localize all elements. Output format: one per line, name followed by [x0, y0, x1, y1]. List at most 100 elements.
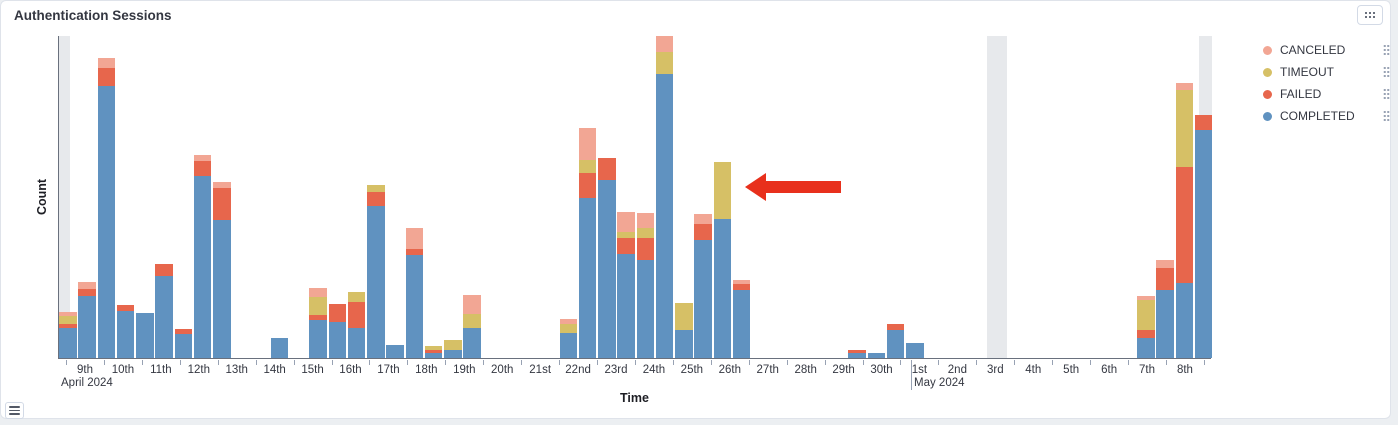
legend-item-label[interactable]: COMPLETED: [1280, 109, 1355, 123]
bar-segment-failed[interactable]: [1137, 330, 1155, 338]
bar-segment-completed[interactable]: [732, 290, 751, 358]
stacked-bar[interactable]: [578, 128, 597, 358]
stacked-bar[interactable]: [405, 228, 423, 358]
stacked-bar[interactable]: [694, 214, 712, 358]
stacked-bar[interactable]: [867, 353, 885, 358]
bar-segment-completed[interactable]: [1137, 338, 1155, 358]
grab-handle-icon[interactable]: [1383, 44, 1390, 56]
stacked-bar[interactable]: [655, 36, 674, 358]
bar-segment-failed[interactable]: [694, 224, 712, 240]
bar-segment-failed[interactable]: [309, 315, 327, 320]
bar-segment-canceled[interactable]: [193, 155, 212, 161]
bar-segment-failed[interactable]: [1194, 115, 1213, 130]
bar-segment-failed[interactable]: [598, 158, 616, 180]
stacked-bar[interactable]: [155, 264, 173, 358]
bar-segment-completed[interactable]: [116, 311, 135, 358]
bar-segment-completed[interactable]: [174, 334, 192, 358]
bar-segment-completed[interactable]: [655, 74, 674, 358]
bar-segment-timeout[interactable]: [617, 232, 635, 238]
bar-segment-completed[interactable]: [328, 322, 346, 358]
stacked-bar[interactable]: [886, 324, 905, 358]
legend-item-timeout[interactable]: TIMEOUT: [1263, 61, 1390, 83]
bar-segment-failed[interactable]: [886, 324, 905, 330]
stacked-bar[interactable]: [97, 58, 115, 358]
bar-segment-completed[interactable]: [713, 219, 731, 358]
legend-item-label[interactable]: FAILED: [1280, 87, 1322, 101]
bar-segment-canceled[interactable]: [694, 214, 712, 224]
bar-segment-timeout[interactable]: [559, 324, 577, 333]
bar-segment-failed[interactable]: [1156, 268, 1174, 290]
bar-segment-canceled[interactable]: [213, 182, 231, 188]
bar-segment-failed[interactable]: [367, 192, 385, 206]
bar-segment-canceled[interactable]: [578, 128, 597, 160]
bar-segment-failed[interactable]: [848, 350, 866, 353]
bar-segment-canceled[interactable]: [1175, 83, 1193, 90]
bar-segment-timeout[interactable]: [636, 228, 654, 238]
stacked-bar[interactable]: [1175, 83, 1193, 358]
bar-segment-completed[interactable]: [578, 198, 597, 358]
stacked-bar[interactable]: [59, 312, 77, 358]
stacked-bar[interactable]: [848, 350, 866, 358]
bar-segment-failed[interactable]: [155, 264, 173, 276]
stacked-bar[interactable]: [270, 338, 289, 358]
bar-segment-timeout[interactable]: [1137, 300, 1155, 330]
stacked-bar[interactable]: [598, 158, 616, 358]
bar-segment-canceled[interactable]: [59, 312, 77, 316]
bar-segment-completed[interactable]: [155, 276, 173, 358]
stacked-bar[interactable]: [386, 345, 404, 358]
bar-segment-completed[interactable]: [1194, 130, 1213, 358]
bar-segment-failed[interactable]: [97, 68, 115, 86]
bar-segment-canceled[interactable]: [1156, 260, 1174, 268]
stacked-bar[interactable]: [636, 213, 654, 358]
bar-segment-failed[interactable]: [636, 238, 654, 260]
bar-segment-completed[interactable]: [617, 254, 635, 358]
panel-options-button[interactable]: [1357, 5, 1383, 25]
legend-item-failed[interactable]: FAILED: [1263, 83, 1390, 105]
bar-segment-completed[interactable]: [694, 240, 712, 358]
stacked-bar[interactable]: [136, 313, 154, 358]
bar-segment-completed[interactable]: [270, 338, 289, 358]
bar-segment-completed[interactable]: [675, 330, 693, 358]
bar-segment-failed[interactable]: [1175, 167, 1193, 283]
bar-segment-completed[interactable]: [367, 206, 385, 358]
stacked-bar[interactable]: [617, 212, 635, 358]
bar-segment-completed[interactable]: [444, 350, 462, 358]
bar-segment-timeout[interactable]: [347, 292, 366, 302]
bar-segment-completed[interactable]: [309, 320, 327, 358]
bar-segment-timeout[interactable]: [578, 160, 597, 173]
bar-segment-failed[interactable]: [732, 284, 751, 290]
stacked-bar[interactable]: [309, 288, 327, 358]
grab-handle-icon[interactable]: [1383, 88, 1390, 100]
bar-segment-timeout[interactable]: [424, 346, 443, 350]
bar-segment-canceled[interactable]: [636, 213, 654, 228]
legend-item-completed[interactable]: COMPLETED: [1263, 105, 1390, 127]
bar-segment-canceled[interactable]: [97, 58, 115, 68]
bar-segment-completed[interactable]: [559, 333, 577, 358]
legend-item-label[interactable]: TIMEOUT: [1280, 65, 1334, 79]
bar-segment-completed[interactable]: [1156, 290, 1174, 358]
bar-segment-completed[interactable]: [636, 260, 654, 358]
bar-segment-timeout[interactable]: [309, 297, 327, 315]
stacked-bar[interactable]: [174, 329, 192, 358]
bar-segment-canceled[interactable]: [309, 288, 327, 297]
bar-segment-canceled[interactable]: [405, 228, 423, 249]
bar-segment-failed[interactable]: [328, 304, 346, 322]
bar-segment-timeout[interactable]: [367, 185, 385, 192]
bar-segment-completed[interactable]: [886, 330, 905, 358]
bar-segment-timeout[interactable]: [59, 316, 77, 324]
bar-segment-canceled[interactable]: [559, 319, 577, 324]
bar-segment-completed[interactable]: [598, 180, 616, 358]
bar-segment-failed[interactable]: [78, 289, 96, 296]
grab-handle-icon[interactable]: [1383, 110, 1390, 122]
bar-segment-completed[interactable]: [405, 255, 423, 358]
stacked-bar[interactable]: [906, 343, 924, 358]
stacked-bar[interactable]: [559, 319, 577, 358]
bar-segment-failed[interactable]: [617, 238, 635, 254]
bar-segment-failed[interactable]: [347, 302, 366, 328]
bar-segment-completed[interactable]: [848, 353, 866, 358]
stacked-bar[interactable]: [732, 280, 751, 358]
legend-item-label[interactable]: CANCELED: [1280, 43, 1346, 57]
grab-handle-icon[interactable]: [1383, 66, 1390, 78]
bar-segment-completed[interactable]: [906, 343, 924, 358]
bar-segment-completed[interactable]: [97, 86, 115, 358]
